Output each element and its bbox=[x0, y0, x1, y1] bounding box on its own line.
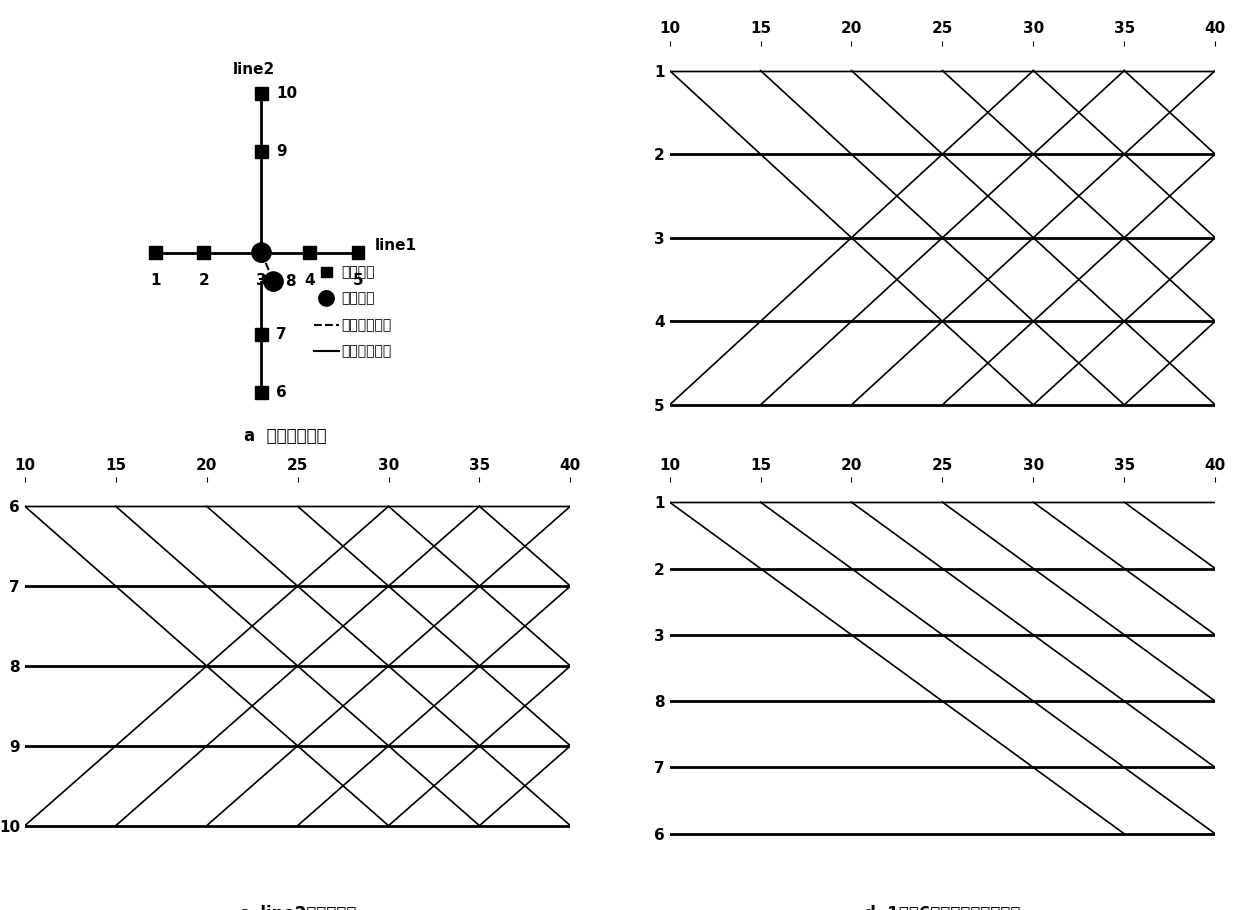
Bar bbox=[255, 386, 268, 399]
Text: 列车运行区段: 列车运行区段 bbox=[341, 344, 391, 359]
Text: 普通车站: 普通车站 bbox=[341, 265, 374, 279]
Bar bbox=[255, 329, 268, 341]
Text: a  物理网络结构: a 物理网络结构 bbox=[244, 428, 327, 445]
Bar bbox=[149, 247, 161, 259]
Text: 4: 4 bbox=[304, 273, 315, 288]
Text: 6: 6 bbox=[277, 385, 286, 399]
Text: 8: 8 bbox=[285, 274, 296, 289]
Text: 10: 10 bbox=[277, 86, 298, 101]
Circle shape bbox=[252, 243, 272, 262]
Text: line2: line2 bbox=[233, 62, 275, 76]
Text: d  1站到6站的虚拟列车运行图: d 1站到6站的虚拟列车运行图 bbox=[864, 905, 1021, 910]
Text: c  line2列车运行图: c line2列车运行图 bbox=[239, 905, 356, 910]
Text: line1: line1 bbox=[374, 238, 417, 253]
Text: 换乘步行区段: 换乘步行区段 bbox=[341, 318, 391, 332]
Text: 2: 2 bbox=[198, 273, 210, 288]
Bar bbox=[255, 146, 268, 157]
Bar bbox=[352, 247, 365, 259]
Bar bbox=[321, 267, 332, 278]
Text: 7: 7 bbox=[277, 327, 286, 342]
Text: 1: 1 bbox=[150, 273, 161, 288]
Circle shape bbox=[264, 272, 283, 291]
Text: 9: 9 bbox=[277, 144, 286, 159]
Bar bbox=[255, 87, 268, 100]
Circle shape bbox=[319, 290, 335, 306]
Text: b  line1列车运行图: b line1列车运行图 bbox=[883, 488, 1002, 506]
Text: 换乘车站: 换乘车站 bbox=[341, 291, 374, 306]
Bar bbox=[197, 247, 210, 259]
Text: 3: 3 bbox=[257, 273, 267, 288]
Bar bbox=[304, 247, 316, 259]
Text: 5: 5 bbox=[352, 273, 363, 288]
